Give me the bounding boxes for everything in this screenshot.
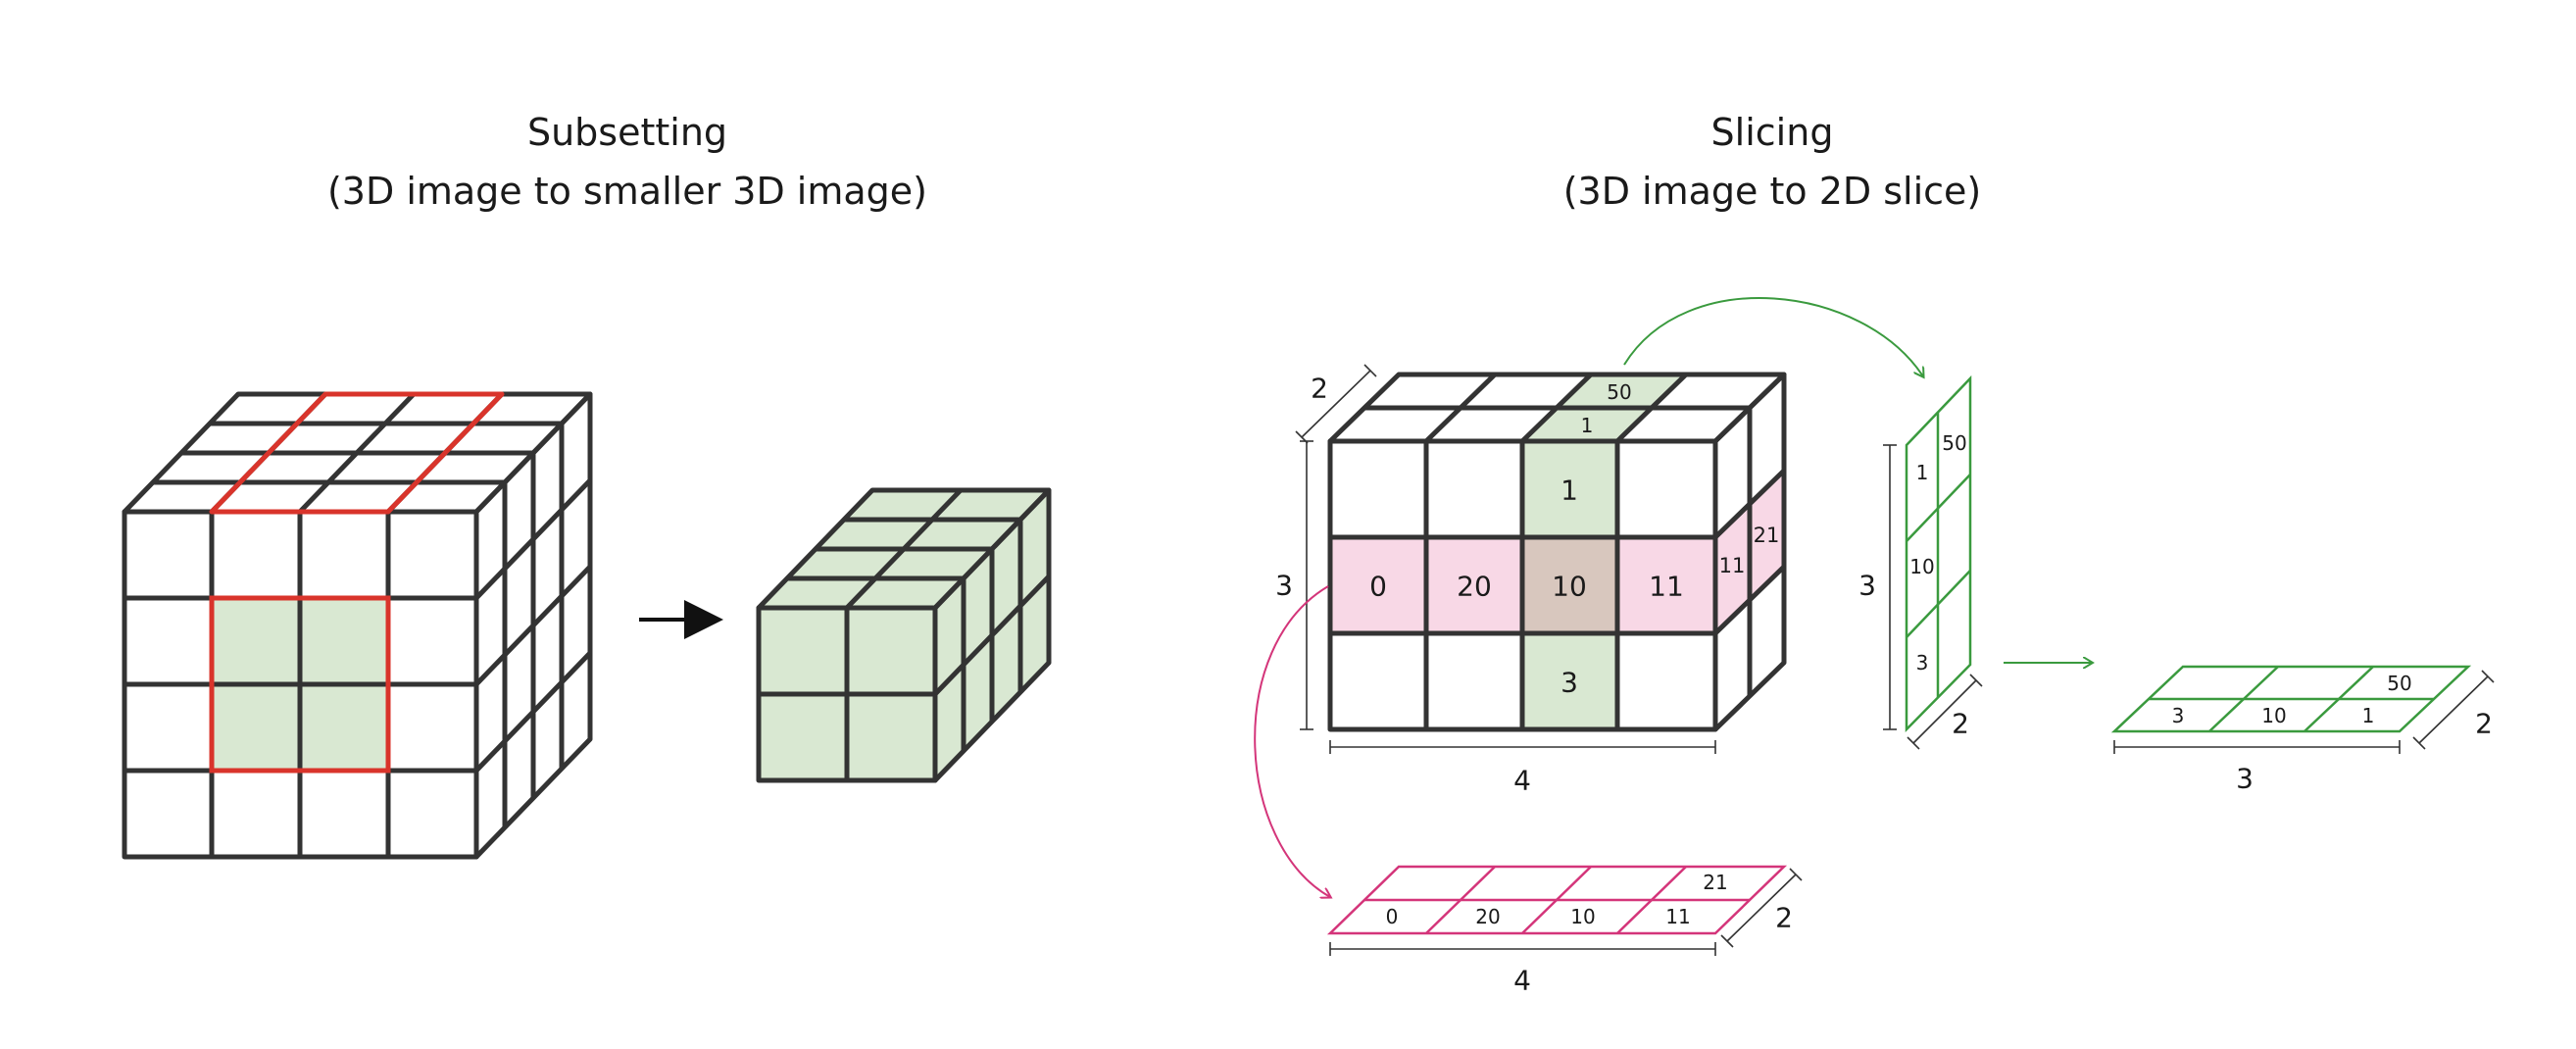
cube-side-row-front-label: 11 (1719, 554, 1746, 577)
vslice-cell-top-back: 50 (1942, 431, 1966, 455)
subset-front-grid (124, 512, 476, 857)
subset-result-cube (756, 487, 1052, 783)
slicing-subtitle: (3D image to 2D slice) (1563, 170, 1982, 213)
pslice-depth-label: 2 (1775, 902, 1793, 934)
cube-column-top-label: 1 (1560, 475, 1578, 507)
subset-front-red-outline (209, 595, 391, 774)
hgslice-width-label: 3 (2236, 763, 2254, 795)
pslice-cell-1: 0 (1386, 905, 1399, 928)
cube-height-label: 3 (1275, 570, 1293, 602)
subset-source-cube (122, 391, 593, 860)
cube-depth-label: 2 (1311, 373, 1328, 405)
slice-source-cube: 50 1 1 3 0 20 10 11 11 21 (1327, 372, 1787, 732)
cube-row-cell-3: 10 (1552, 571, 1587, 603)
vslice-cell-top-front: 1 (1916, 461, 1929, 484)
subset-side-face (473, 391, 593, 860)
hgslice-cell-back: 50 (2387, 672, 2411, 695)
hgslice-cell-3: 1 (2362, 704, 2375, 727)
subset-top-red-outline (209, 391, 505, 515)
cube-column-bottom-label: 3 (1560, 667, 1578, 699)
green-slice-arrow (1623, 297, 1923, 376)
subsetting-subtitle: (3D image to smaller 3D image) (327, 170, 927, 213)
vslice-height-label: 3 (1858, 570, 1876, 602)
horizontal-green-slice: 50 3 10 1 3 2 (2110, 665, 2495, 795)
cube-width-label: 4 (1513, 765, 1531, 797)
cube-top-front-label: 1 (1581, 414, 1594, 437)
cube-row-cell-4: 11 (1649, 571, 1684, 603)
pslice-cell-3: 10 (1570, 905, 1595, 928)
pslice-cell-4: 11 (1665, 905, 1690, 928)
cube-dimension-markers (1295, 364, 1716, 754)
cube-side-row-back-label: 21 (1754, 524, 1780, 547)
hgslice-cell-2: 10 (2261, 704, 2286, 727)
hgslice-depth-label: 2 (2475, 708, 2493, 740)
pink-slice-arrow (1254, 585, 1330, 897)
vslice-cell-middle: 10 (1909, 555, 1934, 578)
pslice-cell-2: 20 (1475, 905, 1500, 928)
vslice-cell-bottom: 3 (1916, 651, 1929, 674)
subsetting-title: Subsetting (527, 111, 727, 154)
cube-row-cell-2: 20 (1457, 571, 1492, 603)
cube-top-back-label: 50 (1607, 380, 1631, 404)
pslice-width-label: 4 (1513, 965, 1531, 997)
subset-top-face (122, 391, 593, 515)
vslice-depth-label: 2 (1952, 708, 1969, 740)
pslice-cell-back: 21 (1703, 871, 1727, 894)
vertical-green-slice: 50 1 10 3 3 2 (1858, 375, 1983, 750)
cube-row-cell-1: 0 (1369, 571, 1387, 603)
slicing-title: Slicing (1711, 111, 1834, 154)
hgslice-cell-1: 3 (2172, 704, 2185, 727)
horizontal-pink-slice: 21 0 20 10 11 4 2 (1326, 865, 1803, 997)
